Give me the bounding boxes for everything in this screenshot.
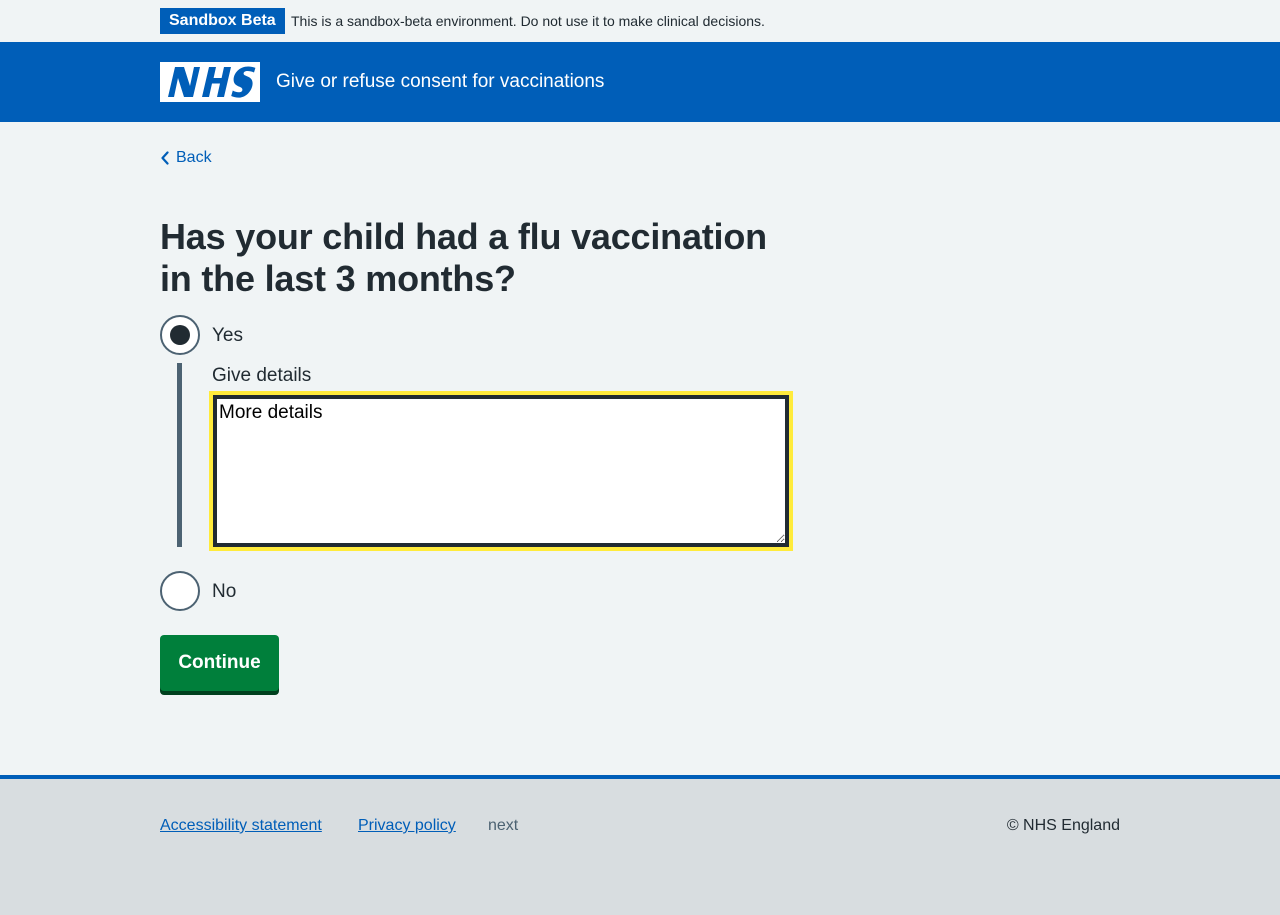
chevron-left-icon [161,151,169,165]
conditional-reveal-bar [177,363,182,547]
footer-version-text: next [488,817,519,834]
footer-copyright: © NHS England [1006,817,1120,834]
details-textarea[interactable]: More details [213,395,789,547]
textarea-focus-ring: More details [209,391,793,551]
service-name[interactable]: Give or refuse consent for vaccinations [276,71,605,92]
page-title: Has your child had a flu vaccination in … [160,216,767,299]
radio-no-label[interactable]: No [212,581,237,602]
phase-tag: Sandbox Beta [160,8,285,34]
radio-yes-label[interactable]: Yes [212,325,243,346]
phase-banner-text: This is a sandbox-beta environment. Do n… [291,13,765,29]
footer-link-privacy[interactable]: Privacy policy [358,817,456,834]
nhs-logo-icon [160,62,260,102]
radio-yes-selected-dot [170,325,190,345]
phase-banner: Sandbox Beta This is a sandbox-beta envi… [0,0,1280,42]
back-link-label: Back [176,149,212,166]
radio-no[interactable] [160,571,200,611]
footer-link-accessibility[interactable]: Accessibility statement [160,817,322,834]
footer: Accessibility statement Privacy policy n… [0,775,1280,915]
continue-button[interactable]: Continue [160,635,279,691]
give-details-label: Give details [212,365,312,386]
header: Give or refuse consent for vaccinations [0,42,1280,122]
back-link[interactable]: Back [160,148,212,168]
radio-yes[interactable] [160,315,200,355]
nhs-logo[interactable] [160,62,260,102]
